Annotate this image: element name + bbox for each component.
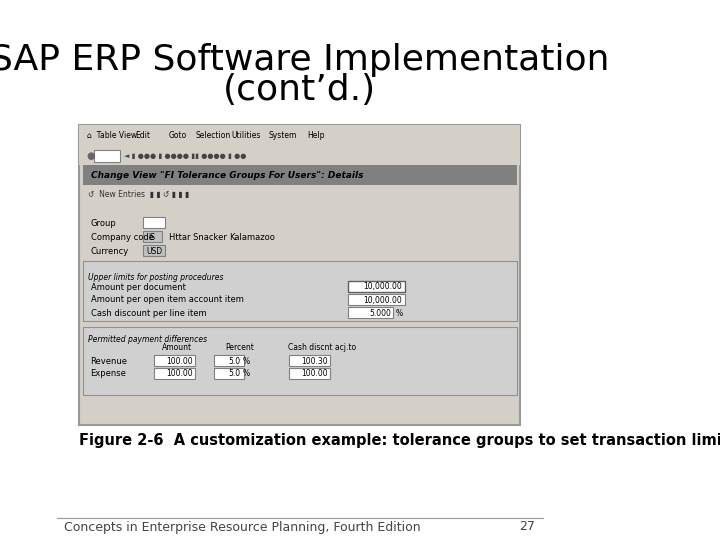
Text: Utilities: Utilities	[231, 132, 261, 140]
FancyBboxPatch shape	[214, 355, 244, 366]
FancyBboxPatch shape	[83, 185, 517, 203]
FancyBboxPatch shape	[79, 125, 521, 425]
Text: Revenue: Revenue	[91, 356, 127, 366]
Text: Change View "FI Tolerance Groups For Users": Details: Change View "FI Tolerance Groups For Use…	[91, 171, 363, 179]
Text: Permitted payment differences: Permitted payment differences	[89, 335, 207, 344]
FancyBboxPatch shape	[289, 368, 330, 379]
FancyBboxPatch shape	[83, 327, 517, 395]
Text: Figure 2-6  A customization example: tolerance groups to set transaction limits: Figure 2-6 A customization example: tole…	[79, 433, 720, 448]
Text: ◄ ▮ ●●● ▮ ●●●● ▮▮ ●●●● ▮ ●●: ◄ ▮ ●●● ▮ ●●●● ▮▮ ●●●● ▮ ●●	[124, 153, 246, 159]
FancyBboxPatch shape	[289, 355, 330, 366]
Text: 10,000.00: 10,000.00	[364, 295, 402, 305]
FancyBboxPatch shape	[348, 294, 405, 305]
Text: Expense: Expense	[91, 369, 127, 379]
FancyBboxPatch shape	[348, 307, 393, 318]
Text: %: %	[395, 308, 402, 318]
Text: Cash discnt acj.to: Cash discnt acj.to	[288, 343, 356, 353]
Text: (cont’d.): (cont’d.)	[223, 73, 377, 107]
Text: Amount per open item account item: Amount per open item account item	[91, 295, 243, 305]
Text: 5.0: 5.0	[229, 369, 240, 379]
Text: USD: USD	[146, 246, 162, 255]
Text: Selection: Selection	[195, 132, 230, 140]
FancyBboxPatch shape	[83, 165, 517, 185]
Text: 27: 27	[520, 521, 536, 534]
Text: System: System	[269, 132, 297, 140]
Text: IS: IS	[148, 233, 156, 241]
Text: Percent: Percent	[225, 343, 254, 353]
Text: Kalamazoo: Kalamazoo	[229, 233, 275, 241]
FancyBboxPatch shape	[143, 245, 166, 256]
Text: %: %	[243, 356, 249, 366]
FancyBboxPatch shape	[154, 368, 195, 379]
Text: ⌂  Table View: ⌂ Table View	[87, 132, 137, 140]
FancyBboxPatch shape	[143, 217, 166, 228]
Text: SAP ERP Software Implementation: SAP ERP Software Implementation	[0, 43, 610, 77]
FancyBboxPatch shape	[94, 150, 120, 162]
FancyBboxPatch shape	[83, 261, 517, 321]
FancyBboxPatch shape	[79, 125, 521, 147]
Text: Upper limits for posting procedures: Upper limits for posting procedures	[89, 273, 224, 282]
Text: 5.000: 5.000	[369, 308, 391, 318]
FancyBboxPatch shape	[143, 231, 161, 242]
FancyBboxPatch shape	[348, 281, 405, 292]
Text: Cash discount per line item: Cash discount per line item	[91, 308, 206, 318]
Text: Amount: Amount	[161, 343, 192, 353]
FancyBboxPatch shape	[154, 355, 195, 366]
Text: Concepts in Enterprise Resource Planning, Fourth Edition: Concepts in Enterprise Resource Planning…	[64, 521, 421, 534]
Text: Httar Snacker: Httar Snacker	[169, 233, 227, 241]
FancyBboxPatch shape	[79, 147, 521, 165]
Text: Help: Help	[307, 132, 325, 140]
Text: 10,000.00: 10,000.00	[364, 282, 402, 292]
Text: 100.30: 100.30	[301, 356, 328, 366]
Text: Group: Group	[91, 219, 117, 227]
Text: Amount per document: Amount per document	[91, 282, 186, 292]
Text: Edit: Edit	[135, 132, 150, 140]
Text: 100.00: 100.00	[166, 356, 193, 366]
Text: ●: ●	[87, 151, 95, 161]
Text: 5.0: 5.0	[229, 356, 240, 366]
Text: %: %	[243, 369, 249, 379]
Text: 100.00: 100.00	[301, 369, 328, 379]
Text: Company code: Company code	[91, 233, 153, 241]
Text: ↺  New Entries  ▮ ▮ ↺ ▮ ▮ ▮: ↺ New Entries ▮ ▮ ↺ ▮ ▮ ▮	[89, 190, 189, 199]
FancyBboxPatch shape	[214, 368, 244, 379]
Text: Goto: Goto	[169, 132, 187, 140]
Text: 100.00: 100.00	[166, 369, 193, 379]
Text: Currency: Currency	[91, 246, 129, 255]
